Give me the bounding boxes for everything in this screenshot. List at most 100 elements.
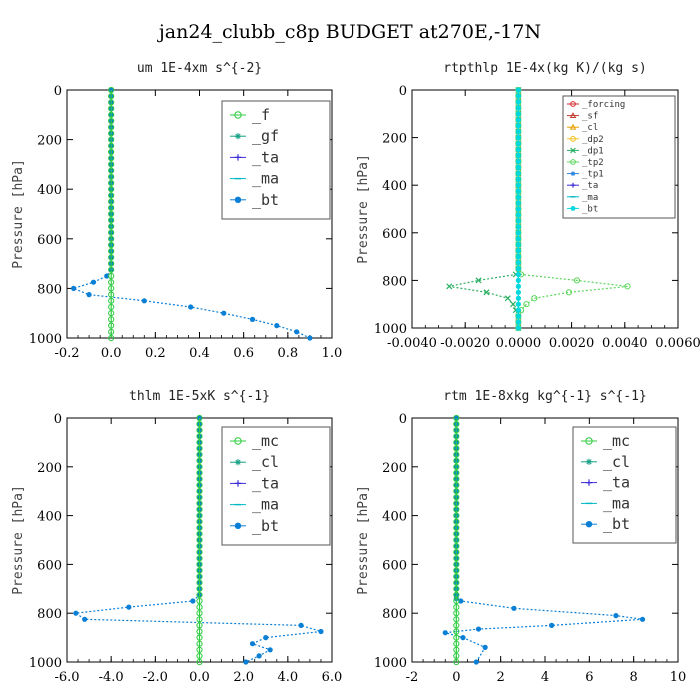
x-tick-label: -4.0 [99, 670, 124, 685]
data-point [453, 457, 460, 464]
data-point [453, 524, 460, 531]
y-tick-label: 800 [37, 607, 62, 622]
data-point [515, 140, 522, 147]
data-point [515, 188, 522, 194]
data-point [196, 536, 203, 544]
data-point [515, 200, 522, 206]
data-point [624, 283, 631, 290]
data-point [453, 616, 460, 623]
data-point [108, 229, 115, 236]
legend-label: _ma [252, 170, 279, 188]
data-point [515, 117, 522, 123]
legend-label: _forcing [582, 100, 625, 110]
data-point [515, 170, 522, 176]
data-point [453, 567, 460, 574]
data-point [108, 260, 115, 267]
data-point [108, 279, 115, 286]
data-point [453, 488, 460, 495]
data-point [515, 158, 522, 164]
series-mc [196, 414, 203, 666]
y-tick-label: 1000 [374, 322, 407, 337]
data-point [108, 142, 115, 149]
panel-title: thlm 1E-5xK s^{-1} [129, 389, 270, 404]
x-tick-label: -0.2 [54, 346, 79, 361]
data-point [453, 573, 460, 580]
legend-label: _sf [582, 112, 598, 122]
data-point [256, 653, 262, 659]
data-point [196, 518, 203, 525]
legend-label: _ta [252, 148, 279, 166]
data-point [108, 217, 115, 224]
legend: _forcing _sf_cl _dp2_dp1 _tp2 _tp1_ta _ma_bt [562, 95, 676, 219]
data-point [453, 646, 460, 653]
panel-title: um 1E-4xm s^{-2} [137, 61, 262, 76]
data-point [453, 414, 460, 422]
data-point [196, 658, 203, 666]
data-point [82, 616, 88, 622]
data-point [196, 475, 203, 483]
data-point [515, 105, 522, 111]
data-point [196, 463, 203, 470]
data-point [515, 283, 522, 289]
data-point [453, 469, 460, 476]
data-point [196, 482, 203, 489]
data-point [515, 182, 522, 188]
x-tick-label: 4.0 [277, 670, 298, 685]
panel-title: rtm 1E-8xkg kg^{-1} s^{-1} [443, 389, 647, 404]
data-point [294, 329, 300, 335]
data-point [453, 427, 460, 434]
legend-label: _cl [603, 453, 630, 471]
data-point [515, 123, 522, 129]
data-point [196, 530, 203, 538]
data-point [573, 277, 581, 284]
y-tick-label: 1000 [29, 332, 62, 347]
x-tick-label: 0.0020 [549, 336, 595, 351]
data-point [196, 652, 203, 660]
data-point [453, 512, 460, 519]
data-point [515, 176, 522, 182]
legend: _mc _cl _ta _ma _bt [572, 426, 677, 544]
series-mc [453, 414, 460, 666]
panels: um 1E-4xm s^{-2} Pressure [hPa] -0.2 0.0 0.2… [11, 61, 700, 685]
data-point [453, 555, 460, 562]
data-point [453, 439, 460, 446]
x-tick-label: 6.0 [322, 670, 343, 685]
data-point [515, 319, 522, 325]
y-tick-label: 600 [382, 227, 407, 242]
data-point [453, 475, 460, 483]
data-point [453, 549, 460, 556]
data-point [108, 111, 115, 118]
data-point [108, 136, 115, 143]
data-point [515, 236, 522, 242]
data-point [190, 598, 196, 604]
data-point [515, 206, 522, 212]
data-point [104, 273, 110, 279]
y-tick-label: 0 [399, 84, 407, 99]
panel-title: rtpthlp 1E-4x(kg K)/(kg s) [443, 61, 647, 76]
data-point [108, 198, 115, 205]
data-point [515, 265, 522, 272]
y-tick-label: 600 [37, 558, 62, 573]
y-tick-label: 0 [54, 412, 62, 427]
series-bt [515, 87, 522, 331]
y-tick-label: 1000 [374, 656, 407, 671]
series-line [449, 90, 520, 328]
x-tick-label: 0.6 [233, 346, 254, 361]
data-point [196, 421, 203, 428]
data-point [196, 634, 203, 641]
data-point [71, 285, 77, 291]
data-point [639, 616, 646, 622]
data-point [108, 93, 115, 100]
data-point [108, 86, 115, 94]
data-point [515, 99, 522, 105]
y-tick-label: 200 [37, 134, 62, 149]
data-point [453, 518, 460, 525]
data-point [196, 488, 203, 495]
data-point [267, 647, 273, 653]
y-tick-label: 200 [37, 461, 62, 476]
data-point [515, 242, 522, 248]
y-tick-label: 800 [382, 607, 407, 622]
data-point [515, 254, 522, 260]
data-point [243, 659, 249, 665]
data-point [263, 635, 269, 641]
